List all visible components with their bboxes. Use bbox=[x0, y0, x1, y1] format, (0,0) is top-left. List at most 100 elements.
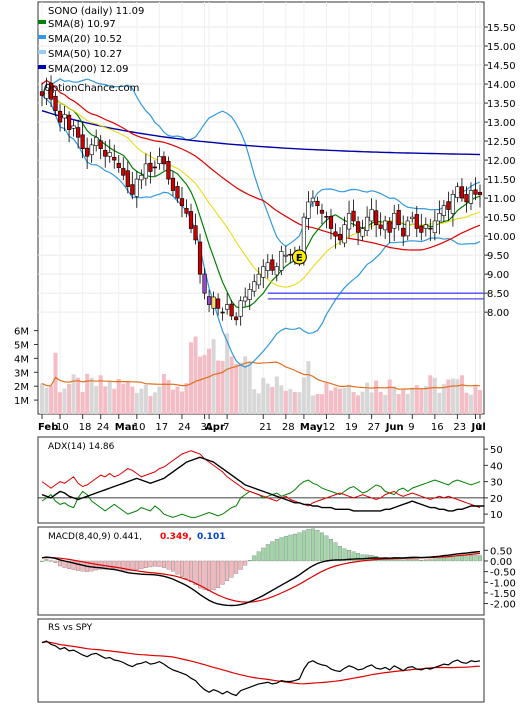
macd-tick-label: 0.50 bbox=[490, 546, 512, 557]
candle-body bbox=[432, 220, 437, 234]
volume-bar bbox=[62, 388, 67, 414]
macd-histogram-bar bbox=[44, 559, 49, 562]
candle-body bbox=[441, 205, 446, 216]
candle-body bbox=[157, 155, 162, 164]
volume-bar bbox=[274, 376, 279, 414]
volume-bar bbox=[261, 377, 266, 414]
price-tick-label: 10.00 bbox=[487, 232, 516, 243]
candle-body bbox=[247, 289, 252, 300]
volume-tick-label: 3M bbox=[14, 368, 29, 379]
candle-body bbox=[107, 152, 112, 157]
macd-histogram-bar bbox=[432, 558, 437, 562]
candle-body bbox=[396, 210, 401, 226]
macd-signal-value: 0.349, bbox=[160, 532, 192, 542]
candle-body bbox=[175, 186, 180, 199]
macd-indicator: 0.500.00-0.50-1.00-1.50-2.00 bbox=[40, 528, 516, 611]
candle-body bbox=[256, 273, 261, 286]
volume-bar bbox=[143, 384, 148, 414]
candle-body bbox=[53, 95, 58, 111]
macd-histogram-bar bbox=[238, 560, 243, 570]
sma-50-line bbox=[41, 79, 481, 251]
volume-bar bbox=[405, 393, 410, 414]
macd-histogram-bar bbox=[405, 558, 410, 562]
candle-body bbox=[306, 201, 311, 219]
macd-histogram-bar bbox=[170, 560, 175, 572]
price-tick-label: 8.50 bbox=[487, 289, 509, 300]
volume-bar bbox=[112, 388, 117, 414]
macd-histogram-bar bbox=[301, 530, 306, 562]
volume-bar bbox=[306, 361, 311, 414]
volume-bar bbox=[80, 391, 85, 414]
macd-histogram-bar bbox=[234, 560, 239, 574]
candle-body bbox=[98, 140, 103, 149]
macd-histogram-bar bbox=[270, 541, 275, 562]
volume-bar bbox=[292, 392, 297, 414]
volume-bar bbox=[369, 392, 374, 414]
volume-bar bbox=[387, 379, 392, 414]
volume-bar bbox=[67, 383, 72, 414]
macd-histogram-bar bbox=[464, 555, 469, 562]
volume-bar bbox=[134, 392, 139, 414]
legend-swatch bbox=[38, 50, 46, 54]
candle-body bbox=[76, 127, 81, 138]
macd-histogram-bar bbox=[71, 560, 76, 570]
price-tick-label: 14.00 bbox=[487, 80, 516, 91]
candle-body bbox=[378, 224, 383, 229]
candle-body bbox=[103, 149, 108, 157]
adx-tick-label: 40 bbox=[490, 461, 503, 472]
price-tick-label: 8.00 bbox=[487, 308, 509, 319]
macd-histogram-bar bbox=[121, 560, 126, 571]
rs-label: RS vs SPY bbox=[48, 623, 93, 633]
volume-bar bbox=[220, 360, 225, 414]
candle-body bbox=[139, 175, 144, 181]
macd-histogram-bar bbox=[459, 555, 464, 562]
volume-axis: 6M 5M 4M 3M 2M 1M bbox=[14, 327, 38, 407]
macd-histogram-bar bbox=[342, 548, 347, 562]
candle-body bbox=[220, 311, 225, 314]
macd-histogram-bar bbox=[247, 560, 252, 562]
candle-body bbox=[419, 225, 424, 233]
volume-bar bbox=[378, 391, 383, 414]
volume-bar bbox=[189, 342, 194, 414]
volume-bar bbox=[121, 383, 126, 414]
volume-bar bbox=[324, 382, 329, 414]
macd-tick-label: -0.50 bbox=[490, 568, 516, 579]
volume-bar bbox=[202, 354, 207, 414]
adx-indicator: 10 20 30 40 50 bbox=[38, 445, 503, 521]
adx-tick-label: 50 bbox=[490, 445, 503, 456]
bollinger-upper-line bbox=[41, 78, 481, 248]
volume-bar bbox=[283, 390, 288, 414]
macd-histogram-bar bbox=[297, 532, 302, 562]
volume-bar bbox=[392, 386, 397, 414]
macd-line bbox=[41, 550, 481, 607]
volume-bar bbox=[71, 374, 76, 414]
volume-bar bbox=[315, 393, 320, 414]
volume-bar bbox=[347, 384, 352, 414]
macd-histogram-bar bbox=[414, 559, 419, 562]
candle-body bbox=[94, 136, 99, 146]
price-tick-label: 10.50 bbox=[487, 213, 516, 224]
candle-body bbox=[301, 216, 306, 254]
macd-histogram-bar bbox=[161, 560, 166, 568]
macd-histogram-bar bbox=[288, 534, 293, 562]
macd-histogram-bar bbox=[329, 539, 333, 562]
macd-histogram-bar bbox=[125, 560, 130, 572]
macd-histogram-bar bbox=[256, 551, 261, 562]
date-label: Apr bbox=[205, 422, 225, 433]
candle-body bbox=[48, 82, 54, 100]
volume-bar bbox=[247, 362, 252, 414]
macd-histogram-bar bbox=[220, 560, 225, 585]
candle-body bbox=[170, 177, 176, 191]
legend-swatch bbox=[38, 65, 46, 69]
volume-bar bbox=[265, 383, 270, 414]
date-label: 27 bbox=[368, 422, 381, 433]
candle-body bbox=[473, 189, 478, 195]
volume-bar bbox=[252, 389, 257, 414]
candle-body bbox=[57, 110, 63, 123]
volume-bar bbox=[94, 386, 99, 414]
macd-histogram-bar bbox=[292, 533, 297, 562]
candle-body bbox=[161, 156, 167, 165]
legend-item: SMA(50) 10.27 bbox=[48, 49, 122, 60]
volume-bar bbox=[175, 386, 180, 414]
